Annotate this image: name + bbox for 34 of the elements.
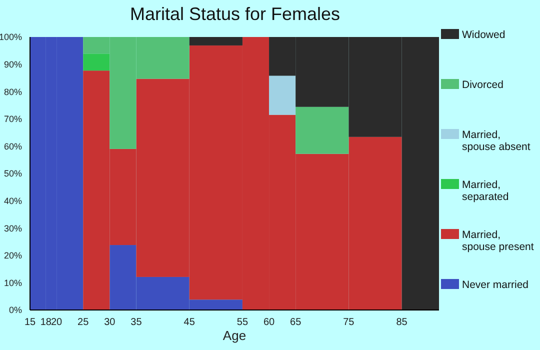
- y-tick-label: 60%: [4, 141, 22, 152]
- legend-label: Married, separated: [462, 179, 509, 203]
- x-tick-label: 60: [263, 317, 276, 328]
- y-tick-label: 40%: [4, 196, 22, 206]
- x-tick-label: 30: [104, 317, 116, 328]
- y-tick-label: 80%: [4, 86, 22, 97]
- bar: [269, 76, 296, 115]
- y-tick-label: 30%: [4, 223, 22, 234]
- y-tick-label: 10%: [4, 278, 22, 288]
- x-tick-label: 20: [50, 317, 63, 328]
- legend-label: Never married: [462, 279, 529, 291]
- y-tick-label: 70%: [4, 114, 22, 124]
- y-tick-label: 100%: [0, 32, 22, 42]
- legend-label: Divorced: [462, 79, 504, 91]
- y-tick-label: 50%: [4, 168, 22, 179]
- legend-label: Widowed: [462, 29, 506, 41]
- y-tick-label: 20%: [4, 250, 22, 261]
- x-tick-label: 45: [184, 317, 196, 328]
- y-tick-label: 90%: [4, 59, 22, 70]
- x-tick-label: 65: [290, 317, 302, 328]
- bar: [189, 37, 242, 46]
- legend-label: Married, spouse absent: [462, 129, 530, 153]
- x-tick-label: 75: [343, 317, 355, 328]
- x-tick-label: 18: [40, 317, 52, 328]
- x-tick-label: 35: [130, 317, 142, 328]
- x-axis-title: Age: [222, 328, 246, 343]
- x-tick-label: 25: [78, 317, 90, 328]
- x-tick-label: 85: [396, 317, 408, 328]
- chart-title: Marital Status for Females: [128, 4, 342, 25]
- legend-label: Married, spouse present: [462, 229, 534, 253]
- x-tick-label: 15: [24, 317, 36, 328]
- x-tick-label: 55: [236, 317, 248, 328]
- bar: [83, 54, 110, 71]
- y-tick-label: 0%: [8, 305, 22, 316]
